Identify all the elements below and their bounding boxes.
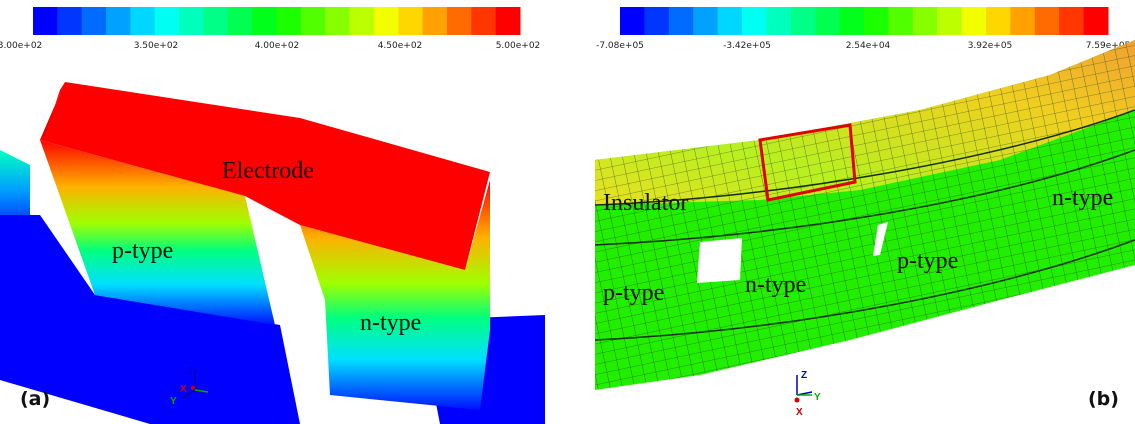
colorbar-step — [693, 7, 718, 35]
axis-letter: Z — [186, 366, 192, 377]
colorbar-step — [791, 7, 816, 35]
colorbar-step — [644, 7, 669, 35]
colorbar-b — [620, 7, 1109, 35]
colorbar-step — [228, 7, 253, 35]
colorbar-label: -3.42e+05 — [723, 41, 771, 51]
region-label: Electrode — [222, 158, 314, 184]
axis-letter: X — [796, 407, 803, 418]
colorbar-step — [350, 7, 375, 35]
figure: 3.00e+02 3.50e+02 4.00e+02 4.50e+02 5.00… — [0, 0, 1135, 424]
colorbar-label: 2.54e+04 — [846, 41, 891, 51]
colorbar-step — [471, 7, 496, 35]
colorbar-step — [815, 7, 840, 35]
colorbar-step — [325, 7, 350, 35]
region-label: p-type — [112, 238, 173, 264]
panel-label: (b) — [1088, 388, 1119, 410]
model-a — [0, 82, 545, 424]
colorbar-step — [766, 7, 791, 35]
region-label: n-type — [745, 272, 806, 298]
colorbar-step — [888, 7, 913, 35]
colorbar-step — [423, 7, 448, 35]
region-label: Insulator — [603, 190, 688, 216]
region-label: p-type — [603, 280, 664, 306]
colorbar-step — [864, 7, 889, 35]
colorbar-step — [106, 7, 131, 35]
colorbar-step — [82, 7, 107, 35]
axis-letter: X — [180, 384, 187, 395]
colorbar-step — [937, 7, 962, 35]
colorbar-step — [203, 7, 228, 35]
colorbar-step — [669, 7, 694, 35]
axis-letter: Y — [170, 396, 177, 407]
colorbar-step — [1010, 7, 1035, 35]
colorbar-step — [447, 7, 472, 35]
colorbar-step — [1035, 7, 1060, 35]
axis-letter: Y — [814, 392, 821, 403]
colorbar-label: 5.00e+02 — [496, 41, 541, 51]
colorbar-step — [398, 7, 423, 35]
colorbar-step — [179, 7, 204, 35]
colorbar-step — [840, 7, 865, 35]
colorbar-step — [1084, 7, 1109, 35]
colorbar-step — [301, 7, 326, 35]
colorbar-step — [130, 7, 155, 35]
region-label: p-type — [897, 248, 958, 274]
colorbar-step — [33, 7, 58, 35]
colorbar-step — [962, 7, 987, 35]
colorbar-step — [252, 7, 277, 35]
colorbar-step — [742, 7, 767, 35]
colorbar-step — [913, 7, 938, 35]
colorbar-step — [1059, 7, 1084, 35]
colorbar-step — [986, 7, 1011, 35]
colorbar-label: 4.00e+02 — [255, 41, 300, 51]
colorbar-step — [374, 7, 399, 35]
axis-letter: Z — [801, 370, 807, 381]
colorbar-step — [277, 7, 302, 35]
colorbar-label: 3.92e+05 — [968, 41, 1013, 51]
panel-label: (a) — [20, 388, 50, 410]
axis-triad-b: Z X Y — [795, 370, 822, 418]
colorbar-label: 3.00e+02 — [0, 41, 42, 51]
region-label: n-type — [360, 310, 421, 336]
colorbar-step — [155, 7, 180, 35]
colorbar-step — [57, 7, 82, 35]
colorbar-step — [620, 7, 645, 35]
region-label: n-type — [1052, 185, 1113, 211]
colorbar-label: -7.08e+05 — [596, 41, 644, 51]
colorbar-step — [496, 7, 521, 35]
colorbar-a — [33, 7, 521, 35]
colorbar-label: 4.50e+02 — [378, 41, 423, 51]
colorbar-step — [718, 7, 743, 35]
colorbar-label: 3.50e+02 — [134, 41, 179, 51]
